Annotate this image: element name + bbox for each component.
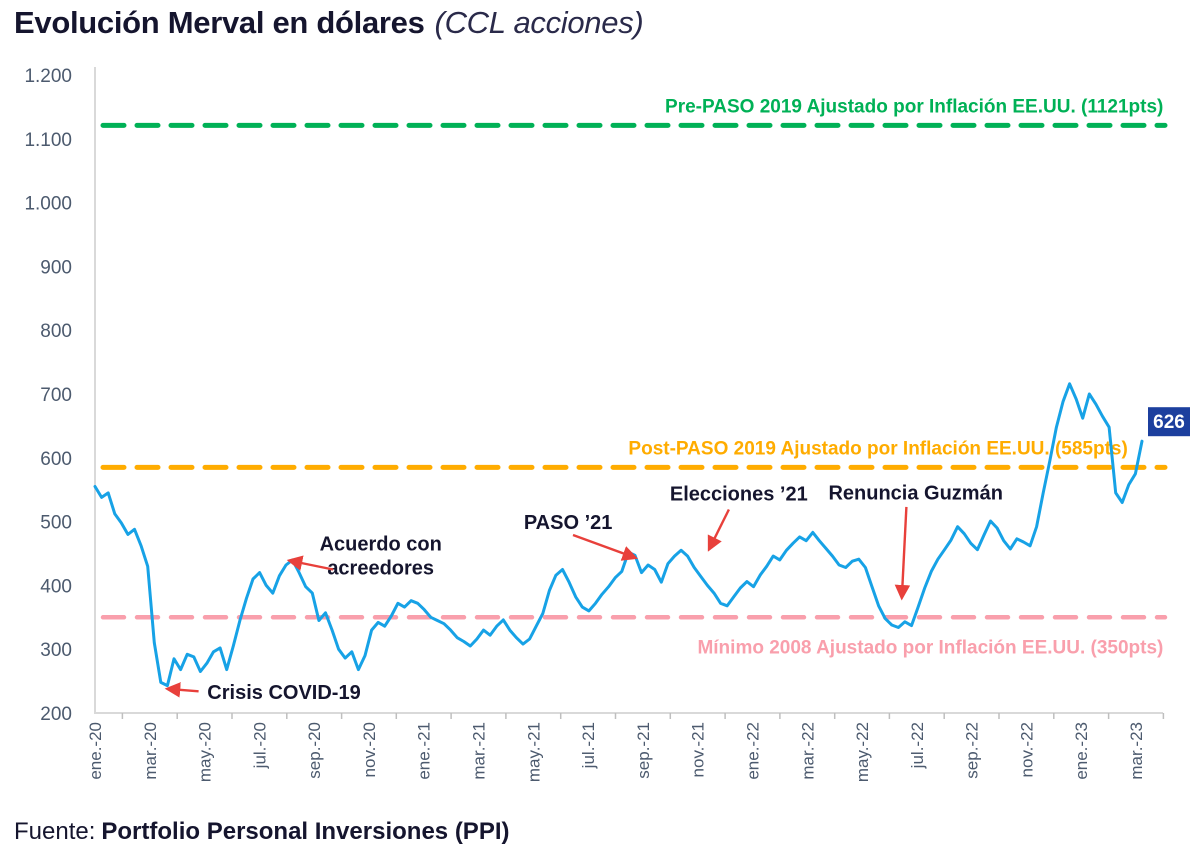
x-tick-label: may.-20 [196,722,215,782]
x-tick-label: nov.-21 [689,722,708,777]
x-tick-label: sep.-21 [634,722,653,779]
last-value-text: 626 [1153,412,1185,433]
annotation-label: Crisis COVID-19 [207,682,360,704]
annotation-arrow [894,506,911,601]
ref-line: Mínimo 2008 Ajustado por Inflación EE.UU… [100,615,1168,658]
source-caption: Fuente: Portfolio Personal Inversiones (P… [14,818,509,846]
y-tick-label: 700 [40,385,72,406]
y-tick-label: 1.000 [24,194,72,215]
ref-line-label: Mínimo 2008 Ajustado por Inflación EE.UU… [697,637,1163,658]
x-tick-label: jul.-22 [908,722,927,769]
annotation-arrow [707,508,730,552]
y-tick-label: 300 [40,640,72,661]
y-tick-label: 1.200 [24,66,72,87]
ref-line-label: Pre-PASO 2019 Ajustado por Inflación EE.… [665,96,1163,117]
annotation-arrow [572,533,638,561]
source-prefix-label: Fuente: [14,818,96,845]
y-tick-label: 500 [40,513,72,534]
x-tick-label: ene.-22 [744,722,763,780]
page-title: Evolución Merval en dólares (CCL acciones… [14,4,644,41]
chart-title-subtitle: (CCL acciones) [434,5,644,40]
x-tick-label: may.-21 [524,722,543,782]
x-tick-label: jul.-20 [250,722,269,769]
ref-line-label: Post-PASO 2019 Ajustado por Inflación EE… [628,438,1127,459]
source-name-label: Portfolio Personal Inversiones (PPI) [101,818,510,845]
y-tick-label: 800 [40,321,72,342]
x-tick-label: jul.-21 [579,722,598,769]
last-value-badge: 626 [1148,407,1190,437]
annotation-label: Acuerdo con [320,533,442,555]
x-tick-label: mar.-23 [1127,722,1146,780]
merval-series-line [93,382,1144,688]
annotation-label: PASO ’21 [524,512,613,534]
annotation-label: Renuncia Guzmán [828,482,1002,504]
x-tick-label: mar.-20 [141,722,160,780]
annotation-label: acreedores [327,557,434,579]
ref-line: Post-PASO 2019 Ajustado por Inflación EE… [100,438,1168,470]
x-tick-label: mar.-21 [470,722,489,780]
x-tick-label: nov.-20 [360,722,379,777]
x-tick-label: sep.-22 [963,722,982,779]
x-tick-label: nov.-22 [1017,722,1036,777]
x-tick-label: sep.-20 [305,722,324,779]
annotation-label: Elecciones ’21 [670,484,808,506]
x-tick-label: ene.-20 [86,722,105,780]
x-tick-label: mar.-22 [798,722,817,780]
y-tick-label: 900 [40,257,72,278]
y-tick-label: 1.100 [24,130,72,151]
chart-title-main: Evolución Merval en dólares [14,5,425,40]
axes [94,67,1165,719]
y-tick-label: 200 [40,704,72,725]
x-tick-label: ene.-23 [1072,722,1091,780]
annotation-arrow [286,555,334,571]
x-tick-label: may.-22 [853,722,872,782]
annotation-arrow [164,682,199,698]
ref-line: Pre-PASO 2019 Ajustado por Inflación EE.… [100,96,1168,128]
y-tick-label: 400 [40,576,72,597]
y-tick-label: 600 [40,449,72,470]
x-tick-label: ene.-21 [415,722,434,780]
